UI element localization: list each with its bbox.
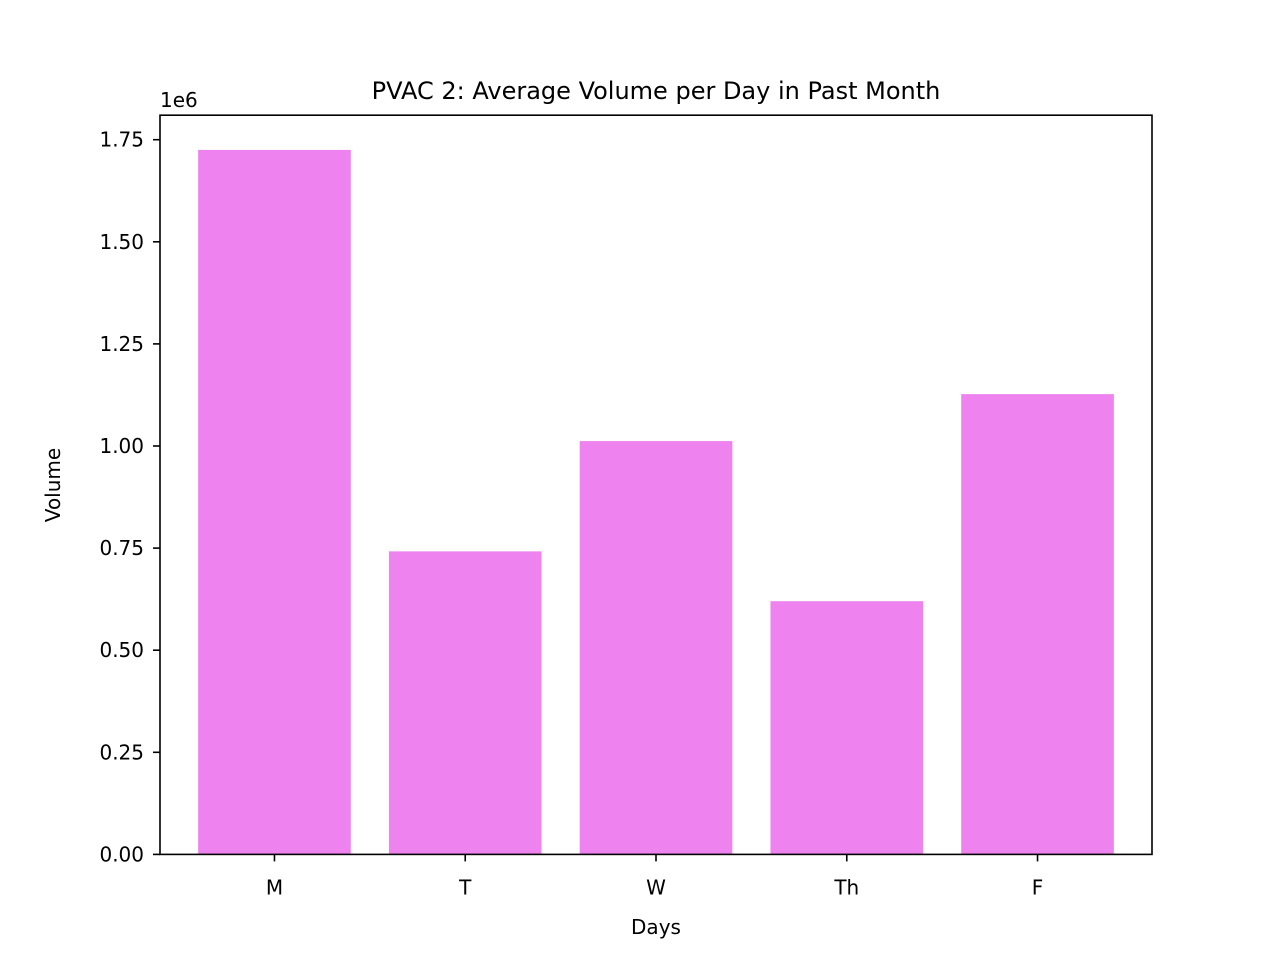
- y-tick-label: 0.25: [99, 740, 144, 764]
- y-tick-label: 1.50: [99, 230, 144, 254]
- chart-title: PVAC 2: Average Volume per Day in Past M…: [372, 77, 941, 105]
- plot-frame: [159, 114, 1153, 856]
- bar-f: [961, 394, 1114, 855]
- y-tick-label: 0.00: [99, 842, 144, 866]
- x-tick-label: Th: [833, 875, 859, 899]
- bar-th: [770, 601, 924, 855]
- y-axis-multiplier: 1e6: [160, 88, 198, 112]
- bars-group: [198, 149, 1114, 855]
- bar-t: [388, 551, 542, 855]
- x-tick-label: T: [458, 875, 472, 899]
- x-tick-label: F: [1032, 875, 1044, 899]
- y-axis-label: Volume: [41, 448, 65, 522]
- x-tick-label: W: [646, 875, 666, 899]
- x-ticks-group: M T W Th F: [266, 854, 1043, 899]
- x-axis-label: Days: [631, 915, 681, 939]
- y-ticks-group: 0.00 0.25 0.50 0.75 1.00 1.25 1.50 1.75: [99, 128, 160, 866]
- y-tick-label: 1.00: [99, 434, 144, 458]
- bar-m: [198, 149, 351, 855]
- y-tick-label: 0.50: [99, 638, 144, 662]
- y-tick-label: 1.75: [99, 128, 144, 152]
- y-tick-label: 1.25: [99, 332, 144, 356]
- bar-w: [579, 441, 733, 855]
- x-tick-label: M: [266, 875, 283, 899]
- y-tick-label: 0.75: [99, 536, 144, 560]
